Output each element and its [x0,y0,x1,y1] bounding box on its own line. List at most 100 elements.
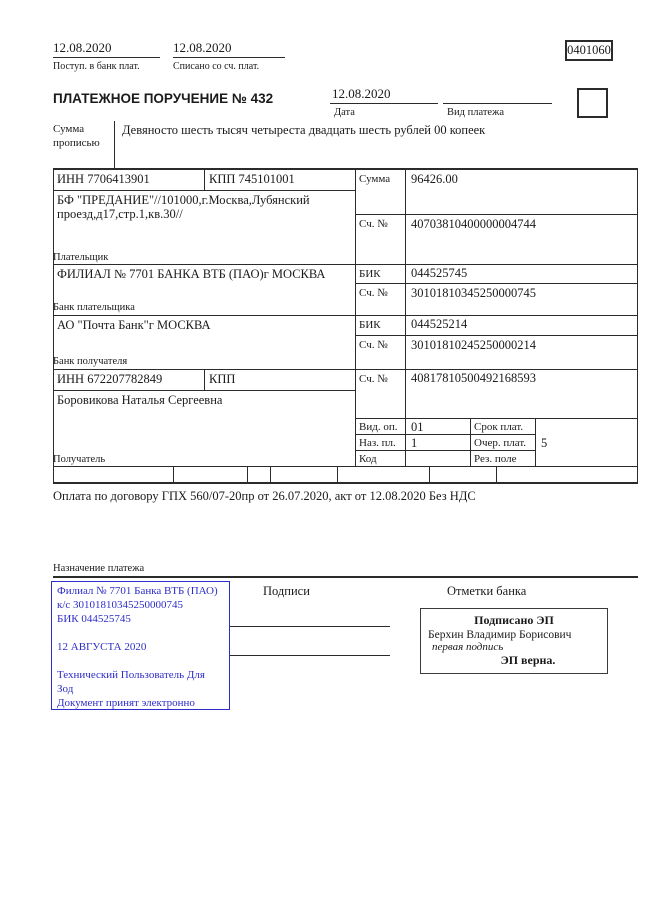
table-border-top [53,168,638,170]
row-line [355,214,638,215]
priority-value: 5 [541,436,548,450]
column-line [405,168,406,466]
underline [443,103,552,104]
underline [330,103,438,104]
op-type-label: Вид. оп. [359,421,398,433]
signatures-label: Подписи [263,584,310,598]
amount-in-words: Девяносто шесть тысяч четыреста двадцать… [122,123,486,137]
strip-cell-line [337,466,338,482]
strip-cell-line [496,466,497,482]
ep-verified: ЭП верна. [500,653,556,667]
payer-inn: ИНН 7706413901 [57,172,150,186]
sum-label: Сумма [359,173,391,185]
form-code-box: 0401060 [565,40,613,61]
sum-value: 96426.00 [411,172,458,186]
stamp-line: Технический Пользователь Для [57,668,205,681]
signature-line [230,626,390,627]
stamp-line: 12 АВГУСТА 2020 [57,640,147,653]
cell-line [204,168,205,190]
pay-basis-value: 1 [411,436,418,450]
underline [173,57,285,58]
ep-signed-title: Подписано ЭП [474,613,554,627]
ep-first-signature: первая подпись [432,641,504,653]
electronic-signature-stamp: Подписано ЭП Берхин Владимир Борисович п… [420,608,608,674]
payee-bank-bik-label: БИК [359,319,381,331]
payee-label: Получатель [53,454,106,465]
op-type-value: 01 [411,420,424,434]
payee-bank-account-label: Сч. № [359,339,388,351]
table-border-left [53,168,54,484]
row-line [355,283,638,284]
payee-account: 40817810500492168593 [411,371,536,385]
date-label: Дата [334,107,355,118]
priority-label: Очер. плат. [474,437,527,449]
stamp-line: к/с 30101810345250000745 [57,598,184,611]
row-line [355,434,535,435]
stamp-line: Филиал № 7701 Банка ВТБ (ПАО) [57,585,218,597]
code-label: Код [359,453,377,465]
cell-line [204,369,205,390]
payment-purpose-label: Назначение платежа [53,563,145,574]
amount-words-label-2: прописью [53,137,100,149]
payee-name: Боровикова Наталья Сергеевна [57,393,223,407]
row-line [53,390,355,391]
payer-bank-bik: 044525745 [411,266,468,280]
stamp-line: Документ принят электронно [57,696,195,709]
stamp-line: Зод [57,682,74,695]
row-line [53,264,638,265]
column-line [355,168,356,466]
bank-stamp-blue: Филиал № 7701 Банка ВТБ (ПАО) к/с 301018… [51,581,230,710]
payment-type-box [577,88,608,118]
amount-words-label-1: Сумма [53,123,85,135]
row-line [355,335,638,336]
payment-purpose-text: Оплата по договору ГПХ 560/07-20пр от 26… [53,489,476,503]
payment-type-label: Вид платежа [447,107,505,118]
ep-signer-name: Берхин Владимир Борисович [428,629,572,641]
payee-bank-label: Банк получателя [53,356,128,367]
payee-bank-bik: 044525214 [411,317,468,331]
payer-account: 40703810400000004744 [411,217,536,231]
strip-cell-line [270,466,271,482]
payer-bank-name: ФИЛИАЛ № 7701 БАНКА ВТБ (ПАО)г МОСКВА [57,267,326,281]
payer-bank-bik-label: БИК [359,268,381,280]
row-line [53,369,638,370]
strip-cell-line [429,466,430,482]
table-border-bottom [53,482,638,484]
strip-cell-line [173,466,174,482]
cell-line [470,418,471,466]
document-date: 12.08.2020 [332,86,391,101]
payer-kpp: КПП 745101001 [209,172,295,186]
stamp-line: БИК 044525745 [57,612,131,625]
reserve-field-label: Рез. поле [474,453,517,465]
row-line [355,450,535,451]
payer-label: Плательщик [53,252,109,263]
payer-bank-label: Банк плательщика [53,302,135,313]
signature-line [230,655,390,656]
payer-name: БФ "ПРЕДАНИЕ"//101000,г.Москва,Лубянский… [57,193,310,222]
payee-bank-account: 30101810245250000214 [411,338,536,352]
payer-bank-account: 30101810345250000745 [411,286,536,300]
payer-bank-account-label: Сч. № [359,287,388,299]
cell-line [535,418,536,466]
row-line [53,466,638,467]
row-line [53,315,638,316]
strip-cell-line [247,466,248,482]
term-label: Срок плат. [474,421,524,433]
debited-from-account-label: Списано со сч. плат. [173,61,260,72]
row-line [53,190,355,191]
payee-account-label: Сч. № [359,373,388,385]
payer-account-label: Сч. № [359,218,388,230]
pay-basis-label: Наз. пл. [359,437,396,449]
payee-bank-name: АО "Почта Банк"г МОСКВА [57,318,211,332]
bank-marks-label: Отметки банка [447,584,527,598]
received-in-bank-label: Поступ. в банк плат. [53,61,140,72]
form-code: 0401060 [567,43,611,58]
section-line [53,576,638,578]
debited-from-account-date: 12.08.2020 [173,40,232,55]
row-line [355,418,638,419]
document-title: ПЛАТЕЖНОЕ ПОРУЧЕНИЕ № 432 [53,91,274,106]
table-border-right [637,168,638,484]
divider-line [114,121,115,170]
underline [53,57,160,58]
